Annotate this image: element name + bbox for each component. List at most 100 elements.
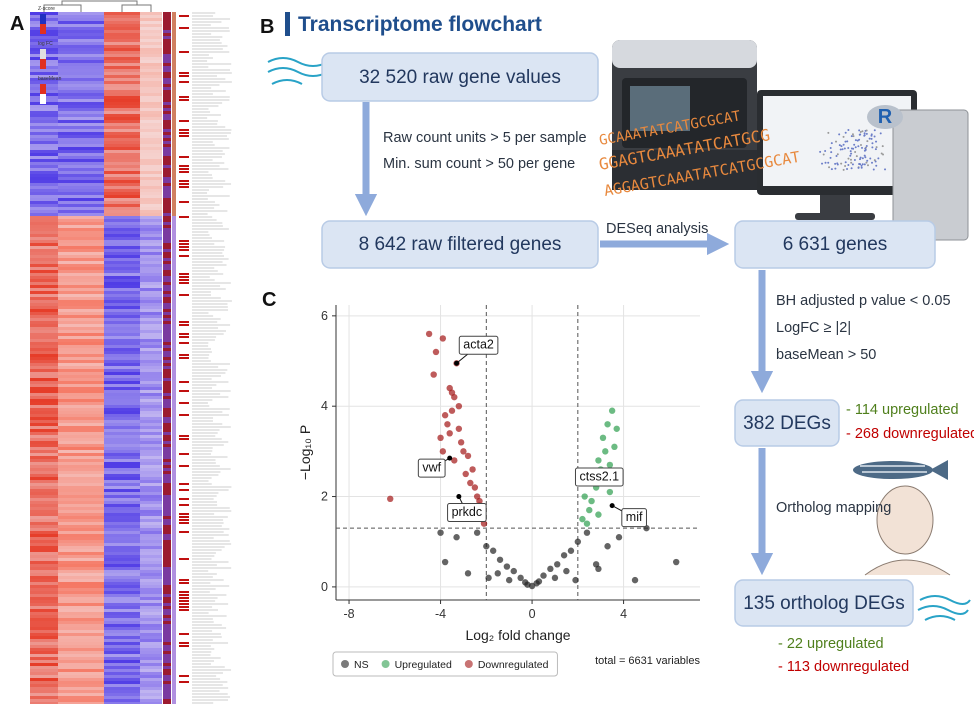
heatmap-cell [172,264,176,267]
screen-dot [864,150,866,152]
heatmap-cell [30,540,58,543]
screen-dot [847,147,849,149]
heatmap-mark [179,96,189,98]
data-point [595,457,601,463]
heatmap-cell [104,348,140,351]
heatmap-cell [104,384,140,387]
heatmap-cell [30,684,58,687]
heatmap-cell [172,441,176,444]
heatmap-cell [58,306,104,309]
heatmap-cell [172,69,176,72]
data-point [474,529,480,535]
heatmap-cell [30,384,58,387]
heatmap-cell [104,465,140,468]
heatmap-cell [58,45,104,48]
heatmap-cell [163,372,171,375]
heatmap-cell [163,675,171,678]
heatmap-cell [140,156,162,159]
heatmap-cell [104,612,140,615]
heatmap-cell [172,324,176,327]
heatmap-cell [172,528,176,531]
heatmap-cell [58,525,104,528]
screen-dot [871,138,873,140]
heatmap-cell [172,12,176,15]
heatmap-cell [172,555,176,558]
heatmap-cell [104,324,140,327]
heatmap-cell [30,213,58,216]
heatmap-cell [140,189,162,192]
heatmap-cell [172,144,176,147]
heatmap-cell [30,36,58,39]
heatmap-cell [30,561,58,564]
heatmap-cell [163,429,171,432]
heatmap-cell [30,492,58,495]
heatmap-cell [163,42,171,45]
heatmap-cell [104,609,140,612]
heatmap-cell [30,300,58,303]
heatmap-cell [30,105,58,108]
heatmap-cell [30,504,58,507]
heatmap-cell [163,441,171,444]
heatmap-cell [30,369,58,372]
heatmap-cell [58,438,104,441]
heatmap-cell [172,156,176,159]
heatmap-cell [163,207,171,210]
heatmap-cell [172,342,176,345]
box-text: 382 DEGs [743,413,831,434]
heatmap-cell [172,384,176,387]
heatmap-cell [163,381,171,384]
screen-dot [831,168,833,170]
heatmap-cell [58,624,104,627]
heatmap-cell [140,684,162,687]
heatmap-cell [30,177,58,180]
heatmap-cell [104,372,140,375]
data-point [552,575,558,581]
heatmap-cell [58,663,104,666]
heatmap-cell [163,378,171,381]
data-point [568,548,574,554]
heatmap-cell [58,339,104,342]
heatmap-cell [172,174,176,177]
heatmap-cell [172,471,176,474]
heatmap-cell [30,615,58,618]
heatmap-cell [58,270,104,273]
heatmap-cell [104,366,140,369]
screen-dot [831,142,833,144]
heatmap-cell [172,501,176,504]
data-point [495,570,501,576]
heatmap-mark [179,135,189,137]
heatmap-cell [140,318,162,321]
heatmap-cell [163,618,171,621]
heatmap-cell [172,603,176,606]
annotated-point [447,456,452,461]
heatmap-cell [30,456,58,459]
heatmap-cell [140,498,162,501]
heatmap-cell [30,318,58,321]
heatmap-cell [140,57,162,60]
heatmap-mark [179,516,189,518]
heatmap-cell [140,273,162,276]
heatmap-mark [179,357,189,359]
heatmap-cell [163,699,171,702]
screen-dot [862,157,864,159]
heatmap-cell [140,438,162,441]
screen-dot [866,140,868,142]
screen-dot [862,163,864,165]
heatmap-cell [140,531,162,534]
heatmap-cell [104,588,140,591]
screen-dot [871,146,873,148]
heatmap-cell [163,462,171,465]
heatmap-cell [104,450,140,453]
heatmap-cell [163,363,171,366]
data-point [584,529,590,535]
heatmap-cell [172,159,176,162]
heatmap-cell [58,237,104,240]
screen-dot [828,166,830,168]
heatmap-mark [179,483,189,485]
heatmap-cell [172,312,176,315]
heatmap-cell [172,573,176,576]
heatmap-mark [179,186,189,188]
heatmap-cell [163,228,171,231]
heatmap-cell [172,669,176,672]
heatmap-cell [172,690,176,693]
